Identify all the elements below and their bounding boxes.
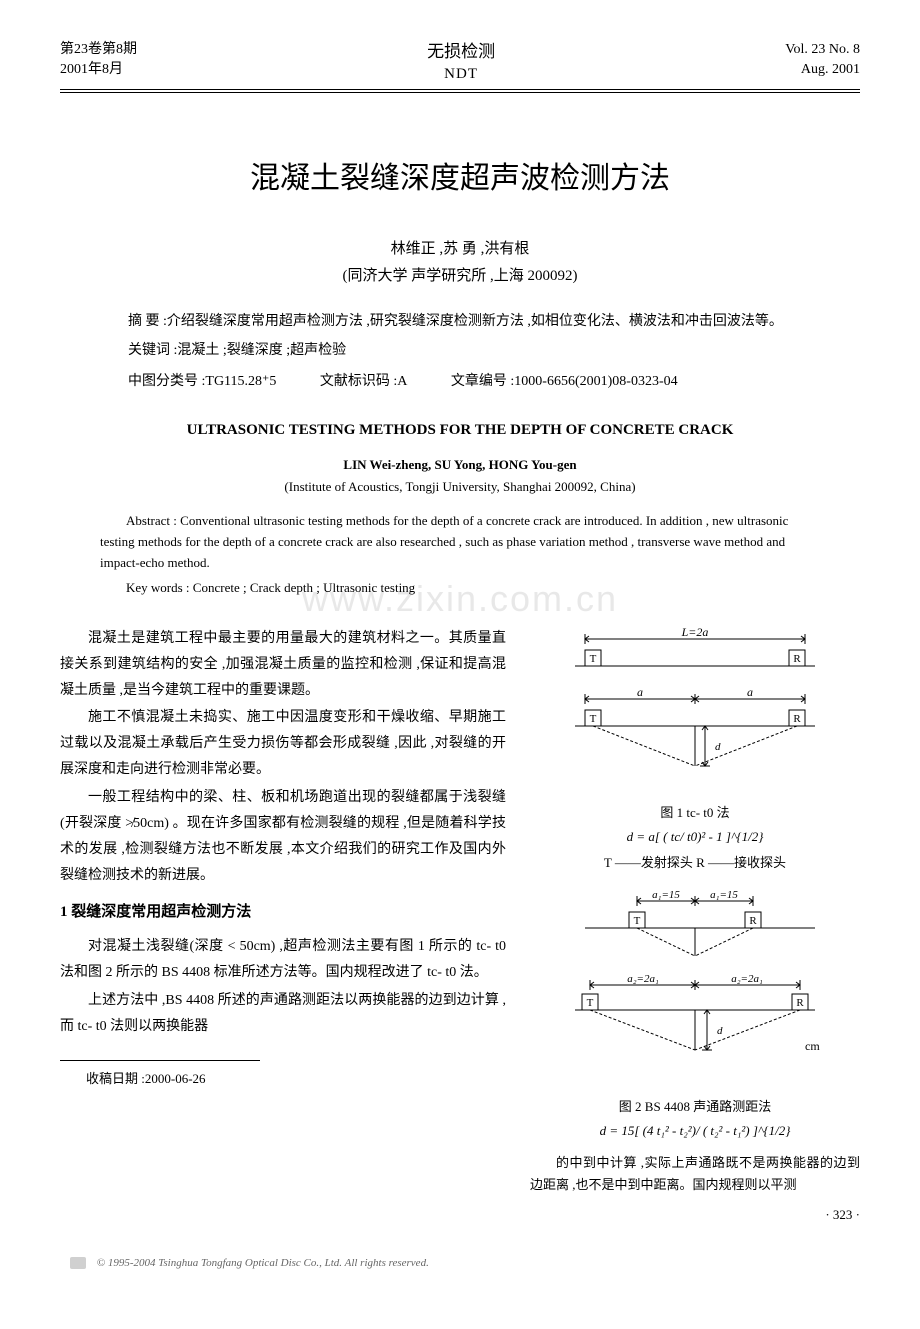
journal-name-en: NDT	[427, 64, 495, 85]
affiliation-cn: (同济大学 声学研究所 ,上海 200092)	[60, 264, 860, 285]
header-month: Aug. 2001	[785, 60, 860, 80]
header-vol-cn: 第23卷第8期	[60, 40, 137, 60]
abstract-en: Abstract : Conventional ultrasonic testi…	[100, 511, 820, 573]
journal-name-cn: 无损检测	[427, 40, 495, 64]
header-issue: 第23卷第8期 2001年8月	[60, 40, 137, 79]
affiliation-en: (Institute of Acoustics, Tongji Universi…	[60, 479, 860, 495]
para-5: 上述方法中 ,BS 4408 所述的声通路测距法以两换能器的边到边计算 ,而 t…	[60, 988, 506, 1040]
doc-code: 文献标识码 :A	[320, 374, 408, 389]
svg-text:d: d	[717, 1025, 723, 1037]
figure-1-caption: 图 1 tc- t0 法	[530, 802, 860, 824]
figure-1-legend: T ——发射探头 R ——接收探头	[530, 852, 860, 874]
figure-1-diagram: L=2a T R a a T	[555, 626, 835, 796]
received-date: 收稿日期 :2000-06-26	[60, 1060, 260, 1091]
footer-text: © 1995-2004 Tsinghua Tongfang Optical Di…	[97, 1257, 429, 1269]
figure-2-caption: 图 2 BS 4408 声通路测距法	[530, 1096, 860, 1118]
page-number: · 323 ·	[530, 1204, 860, 1226]
classification-row: 中图分类号 :TG115.28⁺5 文献标识码 :A 文章编号 :1000-66…	[100, 369, 820, 394]
keywords-en: Key words : Concrete ; Crack depth ; Ult…	[100, 580, 820, 596]
svg-text:a₁=15: a₁=15	[710, 890, 738, 901]
authors-cn: 林维正 ,苏 勇 ,洪有根	[60, 237, 860, 258]
svg-text:R: R	[793, 713, 801, 725]
abstract-cn: 摘 要 :介绍裂缝深度常用超声检测方法 ,研究裂缝深度检测新方法 ,如相位变化法…	[100, 309, 820, 334]
authors-en: LIN Wei-zheng, SU Yong, HONG You-gen	[60, 457, 860, 473]
svg-text:T: T	[587, 997, 594, 1009]
header-rule	[60, 92, 860, 93]
footer-copyright: © 1995-2004 Tsinghua Tongfang Optical Di…	[60, 1257, 860, 1269]
svg-text:L=2a: L=2a	[681, 626, 709, 639]
svg-text:a: a	[747, 685, 753, 699]
header-vol-en: Vol. 23 No. 8 Aug. 2001	[785, 40, 860, 79]
header-vol: Vol. 23 No. 8	[785, 40, 860, 60]
svg-text:T: T	[590, 713, 597, 725]
para-3: 一般工程结构中的梁、柱、板和机场跑道出现的裂缝都属于浅裂缝(开裂深度 ≯50cm…	[60, 785, 506, 889]
svg-text:R: R	[749, 915, 757, 927]
svg-text:cm: cm	[805, 1039, 820, 1053]
para-4: 对混凝土浅裂缝(深度 < 50cm) ,超声检测法主要有图 1 所示的 tc- …	[60, 934, 506, 986]
figure-1-formula: d = a[ ( tc/ t0)² - 1 ]^{1/2}	[530, 826, 860, 848]
keywords-cn: 关键词 :混凝土 ;裂缝深度 ;超声检验	[100, 338, 820, 363]
clc: 中图分类号 :TG115.28⁺5	[128, 374, 276, 389]
svg-text:a: a	[637, 685, 643, 699]
figure-2-formula: d = 15[ (4 t₁² - t₂²)/ ( t₂² - t₁²) ]^{1…	[530, 1120, 860, 1142]
section-heading-1: 1 裂缝深度常用超声检测方法	[60, 899, 506, 927]
svg-text:d: d	[715, 741, 721, 753]
para-2: 施工不慎混凝土未捣实、施工中因温度变形和干燥收缩、早期施工过载以及混凝土承载后产…	[60, 705, 506, 783]
para-1: 混凝土是建筑工程中最主要的用量最大的建筑材料之一。其质量直接关系到建筑结构的安全…	[60, 626, 506, 704]
column-left: 混凝土是建筑工程中最主要的用量最大的建筑材料之一。其质量直接关系到建筑结构的安全…	[60, 626, 506, 1227]
header-journal: 无损检测 NDT	[427, 40, 495, 85]
header-date-cn: 2001年8月	[60, 60, 137, 80]
article-title-cn: 混凝土裂缝深度超声波检测方法	[60, 153, 860, 197]
footer-icon	[70, 1257, 86, 1269]
svg-text:R: R	[796, 997, 804, 1009]
svg-text:T: T	[634, 915, 641, 927]
body-columns: 混凝土是建筑工程中最主要的用量最大的建筑材料之一。其质量直接关系到建筑结构的安全…	[60, 626, 860, 1227]
figure-2-diagram: a₁=15 a₁=15 T R a₂=2a₁	[555, 890, 835, 1090]
svg-text:T: T	[590, 653, 597, 665]
svg-text:a₂=2a₁: a₂=2a₁	[731, 973, 763, 985]
para-6: 的中到中计算 ,实际上声通路既不是两换能器的边到边距离 ,也不是中到中距离。国内…	[530, 1152, 860, 1196]
svg-text:a₁=15: a₁=15	[652, 890, 680, 901]
article-title-en: ULTRASONIC TESTING METHODS FOR THE DEPTH…	[60, 422, 860, 439]
journal-header: 第23卷第8期 2001年8月 无损检测 NDT Vol. 23 No. 8 A…	[60, 40, 860, 90]
article-id: 文章编号 :1000-6656(2001)08-0323-04	[451, 374, 678, 389]
svg-text:a₂=2a₁: a₂=2a₁	[627, 973, 659, 985]
svg-text:R: R	[793, 653, 801, 665]
column-right: L=2a T R a a T	[530, 626, 860, 1227]
